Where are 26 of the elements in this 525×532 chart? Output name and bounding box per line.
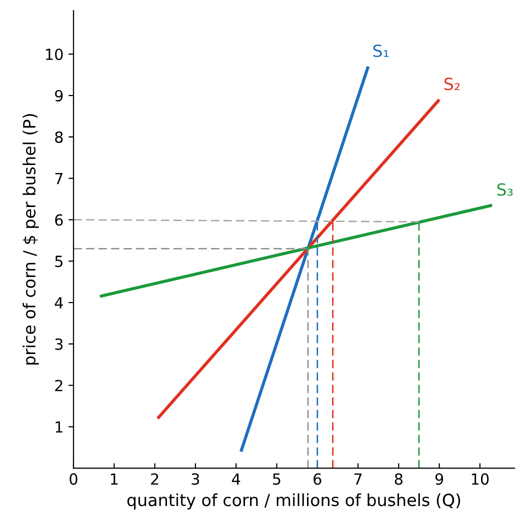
- x-tick-label: 4: [232, 473, 240, 485]
- x-tick-label: 9: [435, 473, 444, 485]
- x-tick-label: 1: [110, 473, 118, 485]
- y-tick-label: 8: [55, 131, 63, 143]
- x-axis-title: quantity of corn / millions of bushels (Q): [127, 493, 460, 510]
- y-tick-label: 7: [55, 172, 62, 184]
- y-tick-label: 5: [55, 256, 62, 268]
- series-label: S₂: [444, 78, 460, 90]
- y-tick-label: 1: [56, 421, 62, 433]
- series-label: S₁: [373, 44, 389, 58]
- y-tick-label: 4: [54, 297, 63, 308]
- y-tick-label: 3: [55, 338, 63, 350]
- x-tick-label: 8: [394, 473, 402, 485]
- y-tick-label: 9: [55, 90, 63, 102]
- x-tick-label: 0: [70, 473, 78, 485]
- x-tick-label: 6: [314, 473, 322, 485]
- y-tick-label: 2: [55, 380, 62, 392]
- series-label: S₃: [497, 183, 513, 196]
- x-tick-label: 2: [151, 473, 158, 485]
- y-axis-title: price of corn / $ per bushel (P): [22, 114, 39, 365]
- x-tick-label: 10: [472, 473, 489, 485]
- x-tick-label: 3: [192, 473, 200, 485]
- y-tick-label: 6: [55, 214, 63, 226]
- y-tick-label: 10: [46, 48, 63, 60]
- x-tick-label: 5: [273, 473, 280, 485]
- x-tick-label: 7: [354, 473, 362, 485]
